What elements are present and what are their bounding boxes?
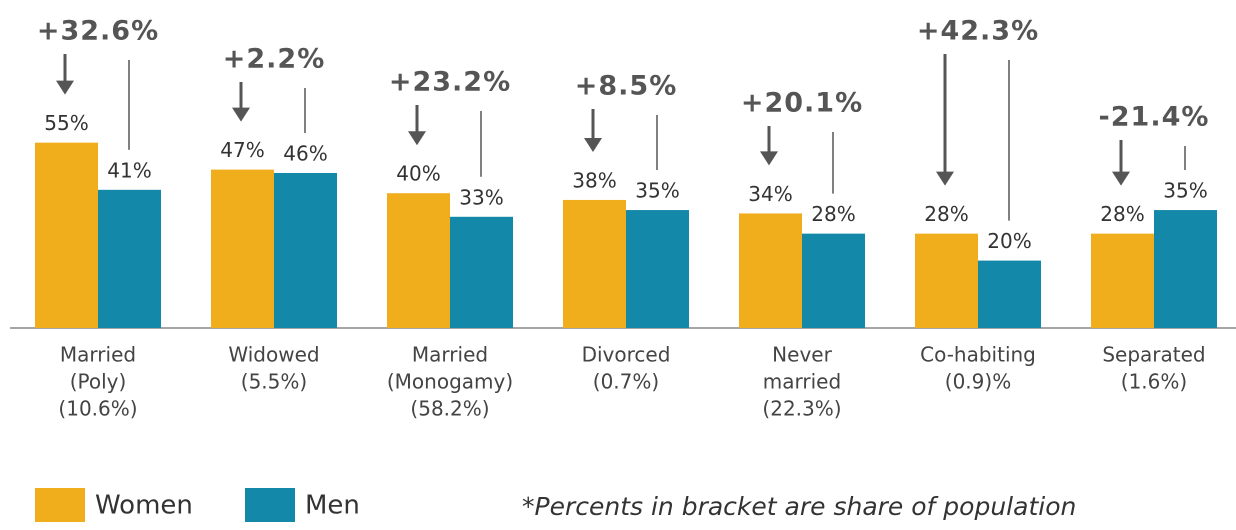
arrow-head <box>936 171 954 186</box>
value-label: 35% <box>1163 179 1207 203</box>
legend-swatch <box>245 488 295 522</box>
bar <box>98 189 161 328</box>
x-tick-label: (Monogamy) <box>387 370 513 394</box>
bar <box>387 193 450 328</box>
legend-label: Women <box>95 491 193 521</box>
x-tick-label: (0.7%) <box>593 370 659 394</box>
annotation: +8.5% <box>575 71 678 102</box>
x-tick-label: Divorced <box>582 343 671 367</box>
legend-label: Men <box>305 491 360 521</box>
annotation: +23.2% <box>389 67 511 98</box>
x-tick-label: married <box>763 370 841 394</box>
footnote: *Percents in bracket are share of popula… <box>522 492 1076 521</box>
bar <box>802 233 865 328</box>
bar <box>450 216 513 328</box>
bar <box>739 213 802 328</box>
x-tick-label: (Poly) <box>70 370 127 394</box>
value-label: 41% <box>107 158 151 182</box>
value-label: 33% <box>459 185 503 209</box>
value-label: 34% <box>748 182 792 206</box>
value-label: 20% <box>987 229 1031 253</box>
annotation: +20.1% <box>741 88 863 119</box>
x-tick-label: (58.2%) <box>410 397 489 421</box>
value-label: 28% <box>811 202 855 226</box>
x-tick-label: (22.3%) <box>762 397 841 421</box>
bar <box>35 142 98 328</box>
bar <box>978 260 1041 328</box>
x-tick-label: (1.6%) <box>1121 370 1187 394</box>
bar <box>1091 233 1154 328</box>
x-tick-label: Widowed <box>228 343 319 367</box>
arrow-head <box>408 131 426 146</box>
x-tick-label: Never <box>772 343 832 367</box>
annotation: +2.2% <box>223 44 326 75</box>
bar <box>626 210 689 328</box>
x-tick-label: Co-habiting <box>920 343 1036 367</box>
bar <box>563 199 626 328</box>
legend-swatch <box>35 488 85 522</box>
x-tick-label: Married <box>60 343 136 367</box>
annotation: +42.3% <box>917 16 1039 47</box>
value-label: 47% <box>220 138 264 162</box>
annotation: +32.6% <box>37 16 159 47</box>
arrow-head <box>1112 171 1130 186</box>
x-tick-label: Separated <box>1102 343 1205 367</box>
arrow-head <box>232 107 250 122</box>
bar <box>915 233 978 328</box>
x-tick-label: (0.9)% <box>945 370 1011 394</box>
arrow-head <box>760 151 778 166</box>
annotation: -21.4% <box>1099 102 1210 133</box>
value-label: 55% <box>44 111 88 135</box>
arrow-head <box>584 137 602 152</box>
x-tick-label: Married <box>412 343 488 367</box>
value-label: 28% <box>1100 202 1144 226</box>
bar <box>211 169 274 328</box>
x-tick-label: (5.5%) <box>241 370 307 394</box>
bar <box>274 172 337 328</box>
value-label: 38% <box>572 168 616 192</box>
value-label: 28% <box>924 202 968 226</box>
x-tick-label: (10.6%) <box>58 397 137 421</box>
arrow-head <box>56 80 74 95</box>
value-label: 40% <box>396 162 440 186</box>
bar <box>1154 210 1217 328</box>
value-label: 46% <box>283 141 327 165</box>
value-label: 35% <box>635 179 679 203</box>
